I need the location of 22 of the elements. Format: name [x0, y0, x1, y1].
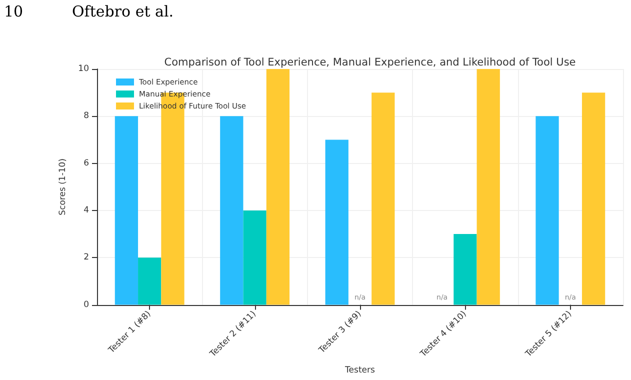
bar [114, 116, 138, 305]
bar [372, 92, 395, 305]
bar [476, 69, 500, 305]
bar [220, 116, 244, 305]
y-tick-label: 8 [84, 111, 89, 122]
bar [138, 258, 162, 305]
y-axis-title: Scores (1-10) [58, 158, 68, 216]
y-tick-label: 0 [84, 300, 89, 310]
x-axis-title: Testers [344, 366, 376, 376]
bar [582, 92, 606, 305]
y-tick-label: 10 [78, 64, 89, 74]
y-tick-label: 2 [84, 252, 89, 263]
bar [243, 210, 266, 305]
chart-title: Comparison of Tool Experience, Manual Experience, and Likelihood of Tool Use [164, 56, 576, 68]
bar [266, 69, 290, 305]
text: Oftebro et al. [72, 2, 174, 20]
y-tick-label: 6 [84, 158, 89, 168]
bar [536, 116, 559, 305]
bar [454, 234, 477, 305]
y-tick-label: 4 [84, 205, 89, 216]
text: 10 [4, 2, 24, 20]
bar [325, 140, 348, 305]
